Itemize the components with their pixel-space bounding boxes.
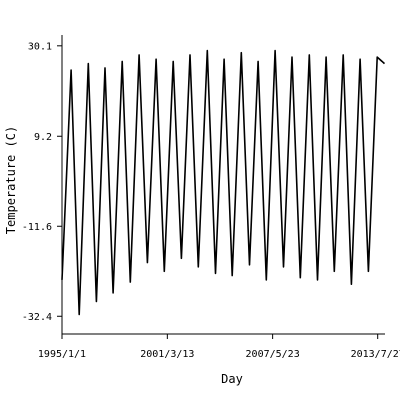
y-tick-label: -11.6 xyxy=(22,222,52,233)
y-axis-title: Temperature (C) xyxy=(4,126,18,234)
x-tick-label: 2013/7/27 xyxy=(351,349,400,360)
y-tick-label: 30.1 xyxy=(28,41,52,52)
plot-area xyxy=(61,49,386,316)
x-tick-label: 2001/3/13 xyxy=(140,349,194,360)
x-axis-title: Day xyxy=(221,372,243,386)
x-tick-label: 1995/1/1 xyxy=(38,349,86,360)
y-axis: 30.1 9.2 -11.6 -32.4 xyxy=(22,35,63,334)
y-tick-label: -32.4 xyxy=(22,312,52,323)
x-tick-label: 2007/5/23 xyxy=(246,349,300,360)
x-axis: 1995/1/1 2001/3/13 2007/5/23 2013/7/27 xyxy=(38,333,400,360)
temperature-series-line xyxy=(61,49,386,316)
y-tick-label: 9.2 xyxy=(34,132,52,143)
